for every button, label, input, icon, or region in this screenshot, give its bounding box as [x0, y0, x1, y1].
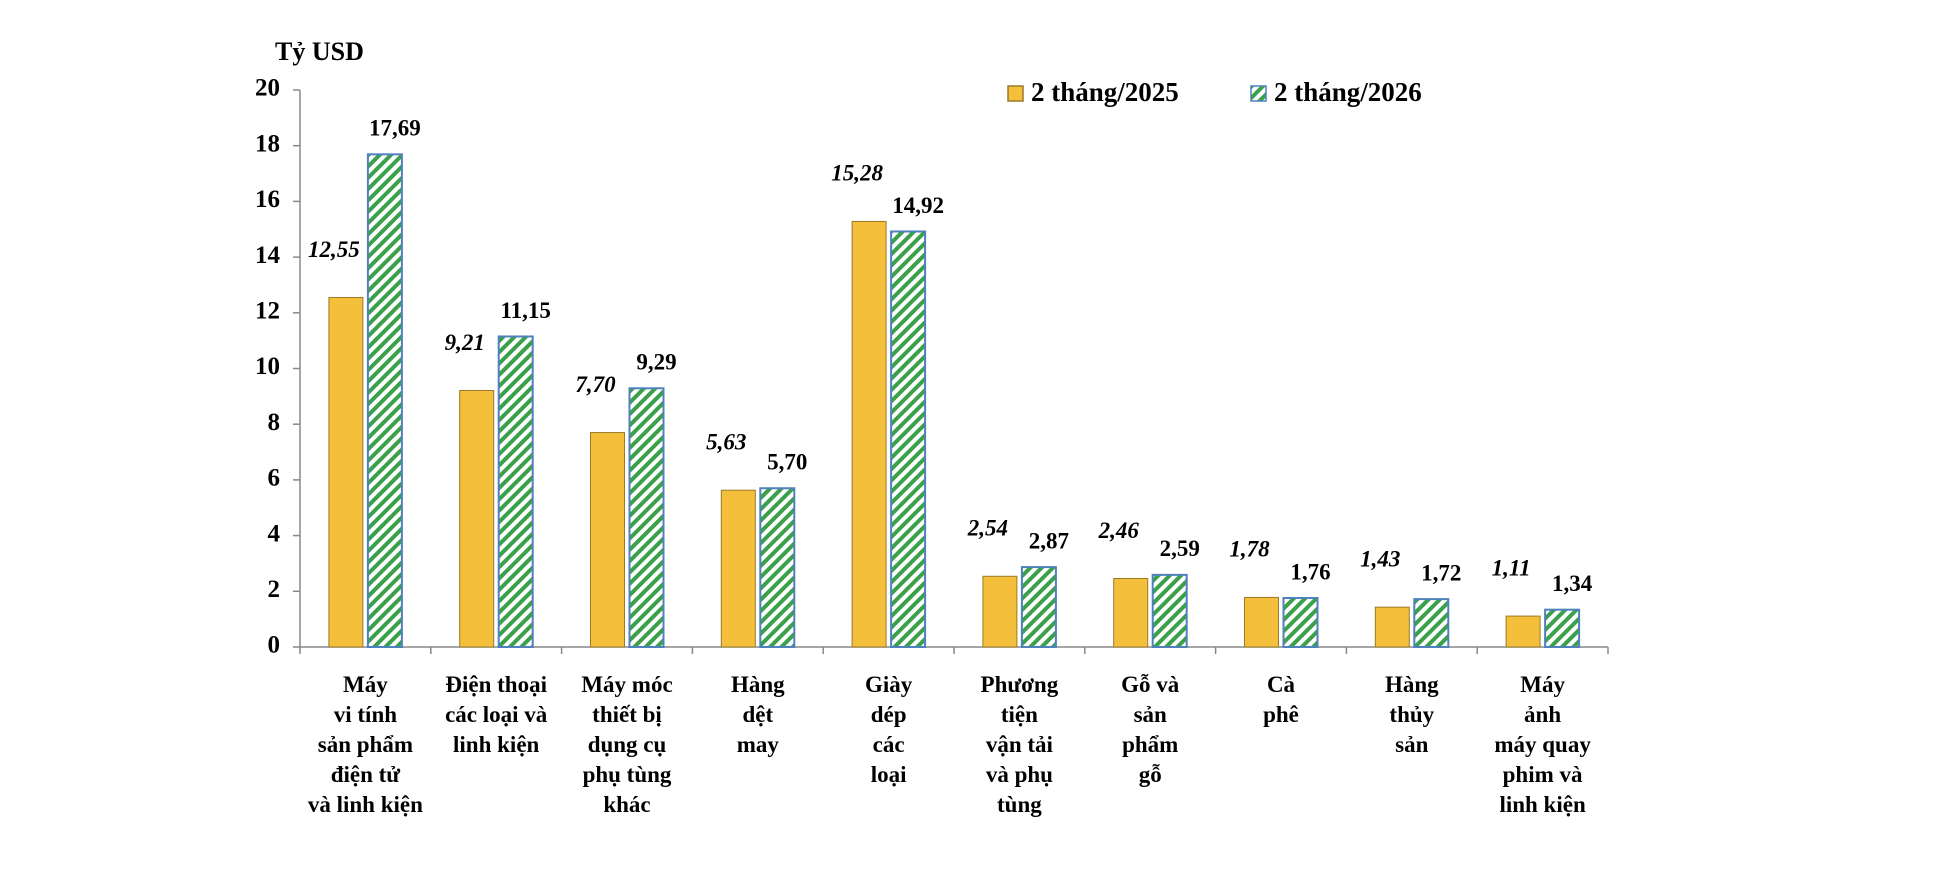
bar [1151, 573, 1188, 649]
value-label: 7,70 [575, 372, 616, 397]
y-tick-label: 12 [255, 298, 280, 325]
value-label: 2,46 [1098, 518, 1140, 543]
legend-label: 2 tháng/2026 [1274, 77, 1422, 107]
x-tick-label: Cà phê [1263, 672, 1299, 727]
x-tick-label: Phương tiện vận tải và phụ tùng [980, 672, 1059, 817]
bar [1244, 596, 1279, 648]
bar [1505, 615, 1541, 648]
y-tick-label: 20 [255, 75, 280, 102]
y-tick-label: 16 [255, 186, 280, 213]
x-tick-label: Hàng dệt may [730, 672, 785, 757]
x-tick-label: Máy vi tính sản phẩm điện tử và linh kiệ… [307, 672, 423, 817]
bar [459, 390, 495, 648]
bar [1374, 606, 1410, 648]
value-label: 9,29 [636, 350, 676, 375]
value-label: 2,59 [1160, 536, 1200, 561]
bar [890, 230, 927, 648]
value-label: 14,92 [892, 193, 944, 218]
value-label: 1,78 [1229, 537, 1270, 562]
value-label: 1,72 [1421, 560, 1461, 585]
value-label: 9,21 [445, 330, 485, 355]
value-label: 2,87 [1029, 528, 1069, 553]
value-label: 12,55 [308, 237, 360, 262]
bar [1413, 598, 1450, 649]
bar [497, 335, 534, 648]
y-tick-label: 2 [268, 576, 281, 603]
bar [1544, 608, 1581, 649]
x-tick-label: Điện thoại các loại và linh kiện [445, 672, 548, 757]
y-axis-label: Tỷ USD [275, 37, 364, 66]
y-tick-label: 14 [255, 242, 281, 269]
bar [1282, 596, 1319, 649]
x-tick-label: Hàng thủy sản [1384, 672, 1439, 757]
x-tick-label: Máy ảnh máy quay phim và linh kiện [1494, 672, 1591, 817]
value-label: 1,76 [1290, 559, 1330, 584]
value-label: 1,34 [1552, 571, 1593, 596]
value-label: 17,69 [369, 116, 421, 141]
bar [366, 153, 403, 648]
bar [982, 575, 1018, 648]
x-tick-label: Máy móc thiết bị dụng cụ phụ tùng khác [581, 672, 673, 817]
x-tick-label: Giày dép các loại [864, 672, 913, 787]
value-label: 5,63 [706, 429, 746, 454]
legend-swatch [1007, 85, 1024, 102]
y-tick-label: 6 [268, 465, 281, 492]
bar [851, 220, 887, 648]
value-label: 1,43 [1360, 546, 1400, 571]
value-label: 1,11 [1492, 555, 1531, 580]
bar [759, 487, 796, 648]
bar [720, 489, 756, 648]
bar [1020, 566, 1057, 648]
value-label: 2,54 [967, 516, 1008, 541]
bar [590, 432, 625, 648]
y-tick-label: 4 [268, 520, 281, 547]
value-label: 5,70 [767, 450, 807, 475]
bar [1113, 577, 1149, 648]
y-tick-label: 8 [268, 409, 281, 436]
y-tick-label: 18 [255, 130, 280, 157]
value-label: 15,28 [831, 161, 883, 186]
bar [628, 387, 665, 648]
value-label: 11,15 [500, 298, 550, 323]
y-tick-label: 0 [268, 632, 281, 659]
legend-swatch [1250, 85, 1267, 102]
bar [328, 296, 364, 648]
y-tick-label: 10 [255, 353, 280, 380]
x-tick-label: Gỗ và sản phẩm gỗ [1121, 672, 1180, 787]
legend-label: 2 tháng/2025 [1031, 77, 1179, 107]
